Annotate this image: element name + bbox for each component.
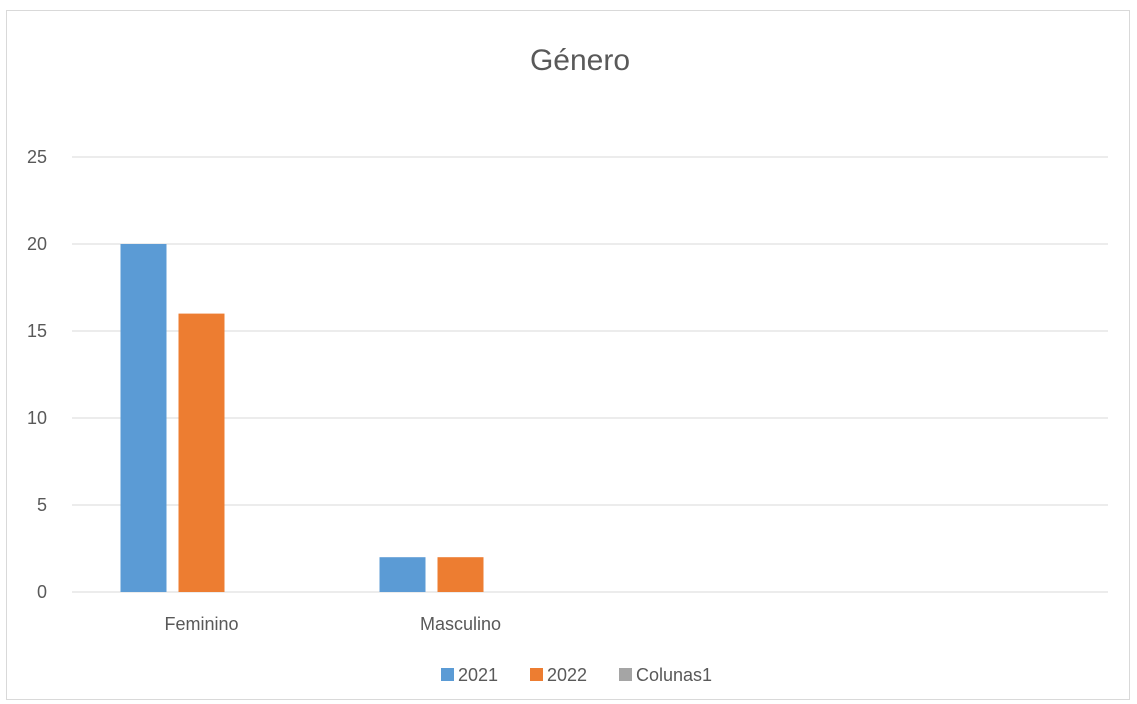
gridlines <box>72 156 1108 593</box>
legend-swatch-2022 <box>530 668 543 681</box>
bar-2022-Feminino <box>178 313 225 592</box>
legend-swatch-2021 <box>441 668 454 681</box>
bar-2022-Masculino <box>437 557 484 592</box>
x-axis-categories: Feminino Masculino <box>164 614 501 634</box>
legend-label: 2021 <box>458 665 498 685</box>
y-tick-label: 15 <box>27 321 47 341</box>
bars <box>120 244 484 592</box>
y-tick-label: 5 <box>37 495 47 515</box>
y-tick-label: 0 <box>37 582 47 602</box>
chart-title: Género <box>530 44 630 77</box>
legend: 2021 2022 Colunas1 <box>441 665 712 685</box>
x-category-label: Masculino <box>420 614 501 634</box>
y-tick-label: 20 <box>27 234 47 254</box>
x-category-label: Feminino <box>164 614 238 634</box>
y-axis-ticks: 0 5 10 15 20 25 <box>27 147 47 602</box>
legend-label: Colunas1 <box>636 665 712 685</box>
legend-label: 2022 <box>547 665 587 685</box>
bar-2021-Masculino <box>379 557 426 592</box>
y-tick-label: 10 <box>27 408 47 428</box>
bar-2021-Feminino <box>120 244 167 592</box>
legend-swatch-Colunas1 <box>619 668 632 681</box>
y-tick-label: 25 <box>27 147 47 167</box>
